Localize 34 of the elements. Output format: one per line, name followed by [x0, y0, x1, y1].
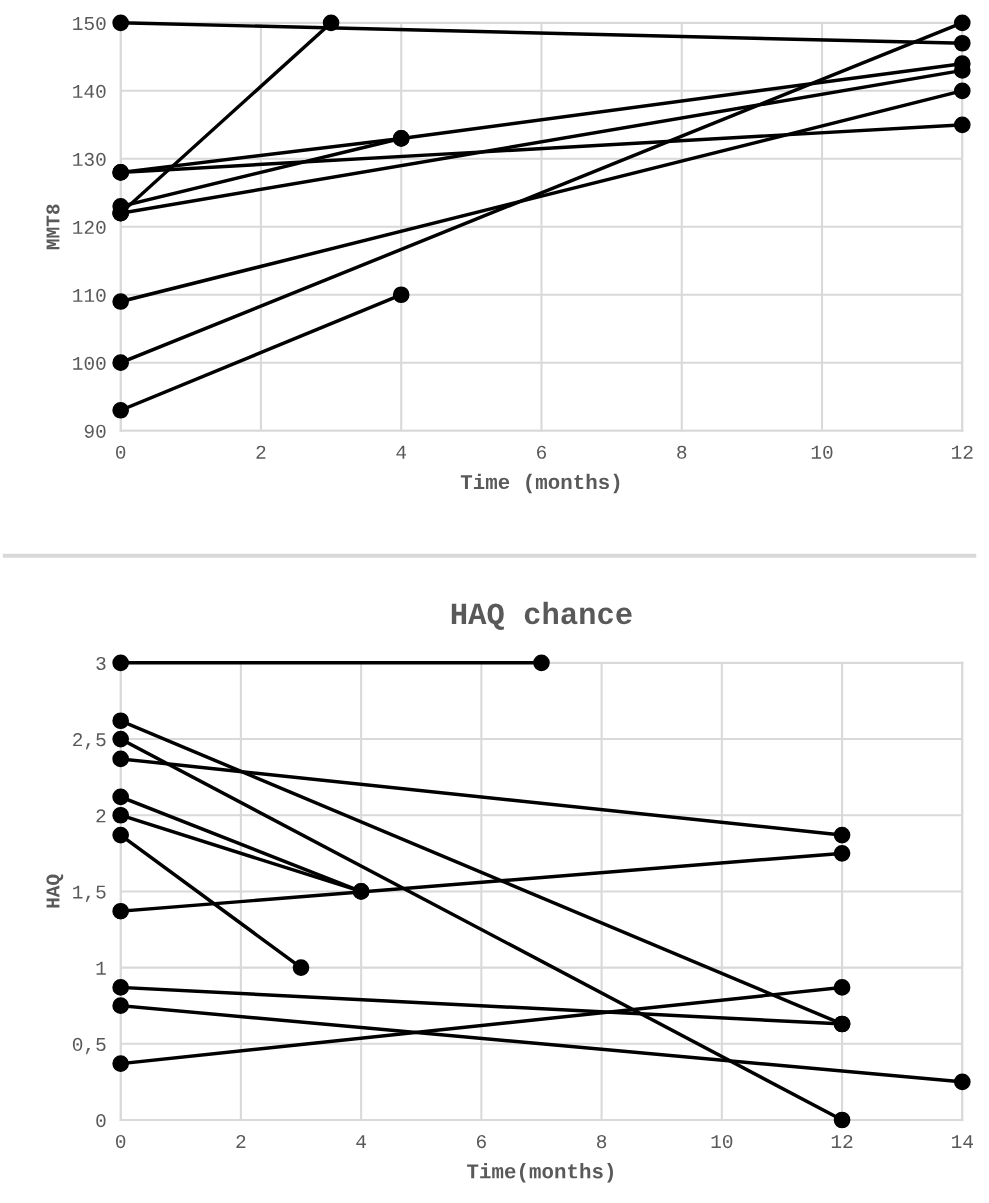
- x-tick-label: 2: [236, 1134, 246, 1148]
- y-tick-label: 1,5: [73, 885, 106, 902]
- y-tick-label: 150: [73, 16, 106, 31]
- x-tick-label: 8: [597, 1134, 607, 1149]
- y-tick-label: 0,5: [72, 1037, 106, 1055]
- x-tick-label: 0: [116, 445, 126, 459]
- y-tick-label: 110: [73, 288, 106, 302]
- x-tick-label: 10: [811, 445, 833, 459]
- x-axis-title: Time (months): [460, 473, 620, 494]
- x-tick-label: 6: [537, 445, 547, 459]
- x-tick-label: 0: [116, 1134, 126, 1149]
- y-tick-label: 2,5: [73, 733, 106, 750]
- x-tick-label: 4: [356, 1135, 366, 1148]
- y-tick-label: 2: [96, 809, 106, 823]
- x-tick-label: 12: [831, 1134, 853, 1148]
- x-tick-label: 4: [396, 445, 407, 459]
- y-tick-label: 140: [73, 84, 106, 99]
- x-tick-label: 8: [677, 445, 687, 459]
- y-axis-title: HAQ: [46, 874, 64, 908]
- y-tick-label: 0: [96, 1114, 106, 1128]
- y-axis-title: MMT8: [46, 204, 60, 250]
- y-tick-label: 130: [73, 152, 106, 167]
- y-tick-label: 3: [96, 656, 106, 671]
- x-tick-label: 6: [476, 1134, 486, 1149]
- y-tick-label: 120: [73, 220, 106, 234]
- chart-title: HAQ chance: [451, 601, 632, 630]
- x-tick-label: 14: [952, 1135, 973, 1148]
- x-tick-label: 2: [256, 445, 266, 459]
- y-tick-label: 90: [84, 424, 106, 438]
- y-tick-label: 100: [73, 356, 106, 370]
- x-tick-label: 10: [711, 1134, 733, 1149]
- y-tick-label: 1: [96, 961, 106, 975]
- x-axis-title: Time(months): [467, 1163, 613, 1183]
- x-tick-label: 12: [952, 445, 973, 459]
